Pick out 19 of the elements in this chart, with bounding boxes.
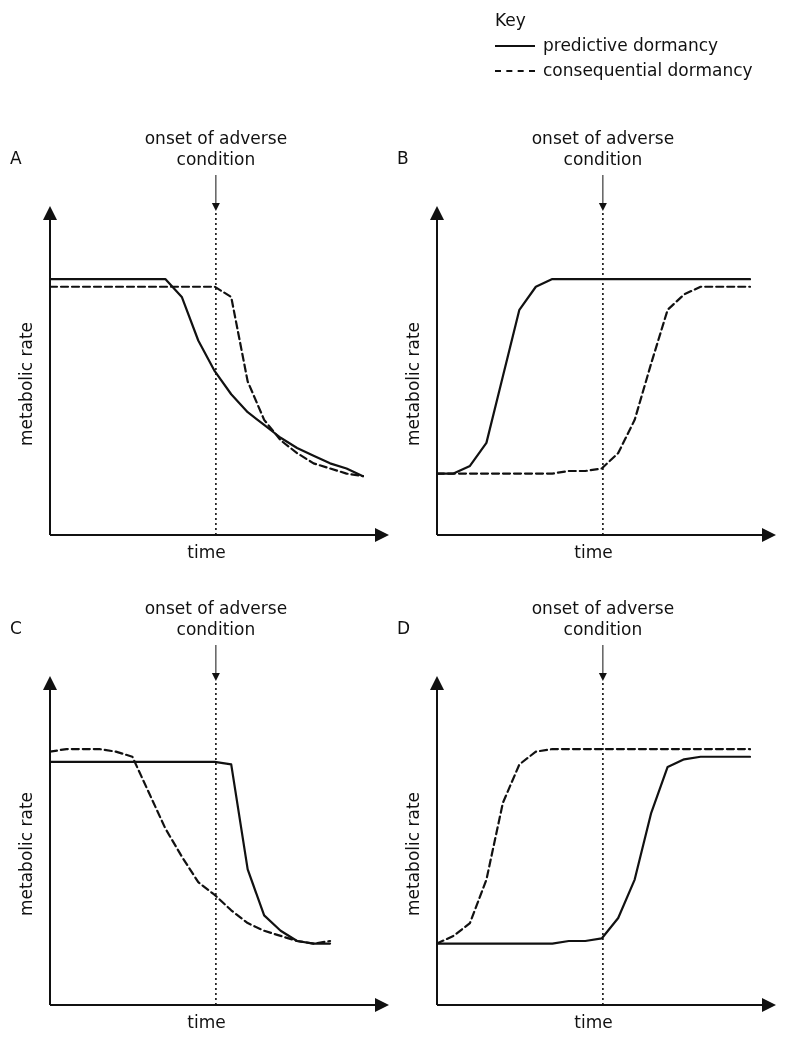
y-axis-title: metabolic rate [16, 321, 37, 447]
text: onset of adverse condition [531, 127, 675, 169]
y-axis-title: metabolic rate [16, 791, 37, 917]
chart-title: C [10, 617, 22, 638]
legend-label: consequential dormancy [543, 59, 753, 82]
y-axis-title: metabolic rate [403, 321, 424, 447]
text: onset of adverse condition [144, 597, 288, 639]
x-axis-title: time [187, 1011, 226, 1032]
legend-label: predictive dormancy [543, 34, 719, 57]
text: onset of adverse condition [144, 127, 288, 169]
chart-title: D [397, 617, 411, 638]
text: onset of adverse condition [531, 597, 675, 639]
x-axis-title: time [574, 541, 613, 562]
chart-title: B [397, 147, 409, 168]
x-axis-title: time [574, 1011, 613, 1032]
legend-title: Key [495, 9, 527, 32]
x-axis-title: time [187, 541, 226, 562]
chart-title: A [10, 147, 22, 168]
y-axis-title: metabolic rate [403, 791, 424, 917]
